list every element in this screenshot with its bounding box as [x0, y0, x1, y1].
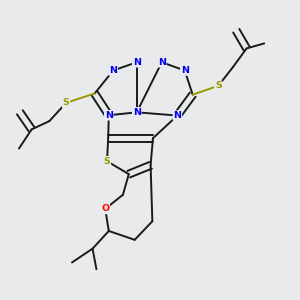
Text: O: O — [101, 204, 109, 213]
Text: N: N — [109, 66, 117, 75]
Text: N: N — [133, 58, 141, 67]
Text: N: N — [158, 58, 166, 67]
Text: N: N — [181, 66, 189, 75]
Text: N: N — [173, 111, 181, 120]
Text: N: N — [133, 108, 141, 117]
Text: S: S — [215, 81, 222, 90]
Text: S: S — [63, 98, 70, 107]
Text: N: N — [105, 111, 113, 120]
Text: S: S — [103, 157, 110, 166]
